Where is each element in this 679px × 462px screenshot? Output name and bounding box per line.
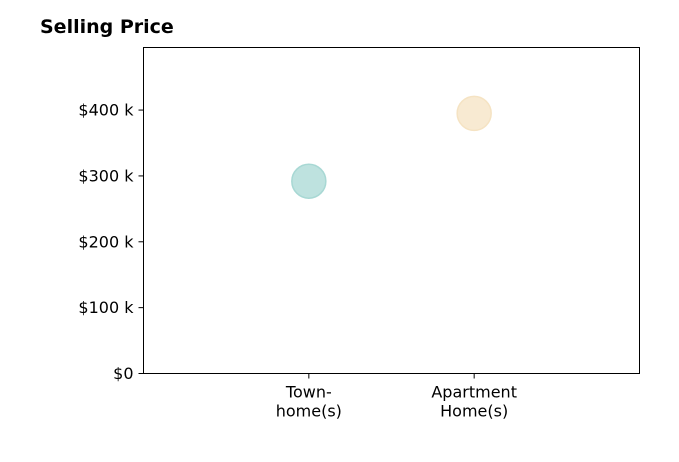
x-tick-label-line: Home(s) (440, 402, 508, 421)
x-tick-label-line: Town- (285, 383, 332, 402)
data-point (291, 163, 327, 199)
y-tick-label: $0 (113, 364, 133, 383)
x-tick-label: Town-home(s) (276, 383, 342, 421)
y-tick-label: $200 k (78, 232, 134, 251)
data-points (291, 95, 492, 199)
y-tick-label: $300 k (78, 166, 134, 185)
y-tick-label: $100 k (78, 298, 134, 317)
x-axis: Town-home(s) Apartment Home(s) (276, 373, 517, 421)
y-tick-label: $400 k (78, 101, 134, 120)
plot-area-frame (143, 47, 640, 374)
data-point (456, 95, 492, 132)
chart-title: Selling Price (40, 16, 174, 38)
y-axis: $0 $100 k $200 k $300 k $400 k (78, 101, 144, 383)
x-tick-label: Apartment Home(s) (431, 383, 517, 421)
x-tick-label-line: Apartment (431, 383, 517, 402)
x-tick-label-line: home(s) (276, 402, 342, 421)
